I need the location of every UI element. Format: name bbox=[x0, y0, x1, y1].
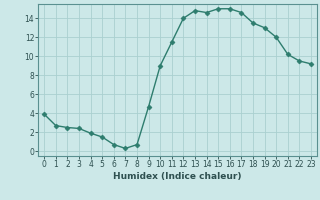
X-axis label: Humidex (Indice chaleur): Humidex (Indice chaleur) bbox=[113, 172, 242, 181]
